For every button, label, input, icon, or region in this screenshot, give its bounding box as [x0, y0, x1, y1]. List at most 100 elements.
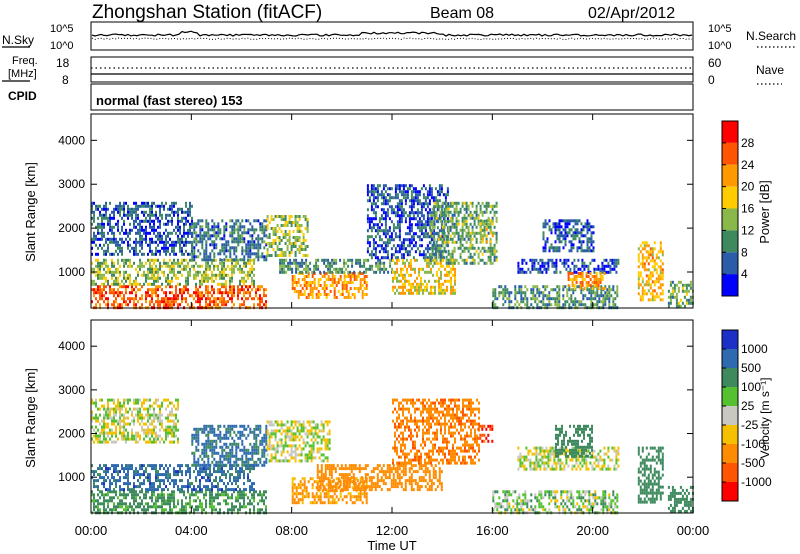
scatter-cell [304, 227, 307, 230]
scatter-cell [483, 210, 486, 214]
scatter-cell [430, 196, 433, 200]
scatter-cell [424, 229, 427, 233]
scatter-cell [428, 208, 431, 212]
scatter-cell [542, 246, 545, 250]
scatter-cell [558, 297, 561, 301]
scatter-cell [225, 258, 227, 262]
scatter-cell [147, 473, 149, 477]
scatter-cell [97, 276, 99, 280]
scatter-cell [113, 488, 115, 492]
scatter-cell [183, 291, 185, 295]
scatter-cell [141, 482, 143, 486]
scatter-cell [221, 294, 223, 298]
scatter-cell [173, 490, 175, 494]
scatter-cell [349, 287, 352, 290]
scatter-cell [137, 273, 139, 277]
scatter-cell [291, 287, 294, 290]
scatter-cell [558, 231, 561, 235]
scatter-cell [357, 272, 360, 275]
scatter-cell [454, 267, 456, 271]
scatter-cell [215, 231, 218, 235]
scatter-cell [651, 271, 654, 275]
scatter-cell [596, 294, 599, 298]
scatter-cell [97, 508, 99, 512]
scatter-cell [368, 226, 371, 230]
scatter-cell [380, 256, 383, 260]
scatter-cell [388, 229, 391, 233]
scatter-cell [408, 250, 411, 254]
scatter-cell [99, 270, 101, 274]
scatter-cell [590, 294, 593, 298]
y-tick-label: 3000 [58, 177, 85, 191]
scatter-cell [233, 488, 235, 492]
scatter-cell [327, 261, 330, 265]
scatter-cell [274, 230, 277, 233]
scatter-cell [541, 264, 544, 268]
scatter-cell [669, 280, 672, 284]
scatter-cell [221, 464, 223, 468]
scatter-cell [502, 288, 505, 292]
scatter-cell [433, 243, 436, 247]
scatter-cell [444, 214, 447, 218]
scatter-cell [361, 290, 364, 293]
scatter-cell [477, 252, 480, 256]
scatter-cell [514, 291, 517, 295]
scatter-cell [560, 219, 563, 223]
scatter-cell [471, 246, 474, 250]
scatter-cell [245, 279, 247, 283]
scatter-cell [263, 493, 265, 497]
scatter-cell [151, 482, 153, 486]
scatter-cell [498, 291, 501, 295]
scatter-cell [99, 204, 101, 208]
scatter-cell [225, 267, 227, 271]
scatter-cell [213, 267, 215, 271]
scatter-cell [167, 219, 169, 223]
scatter-cell [683, 283, 686, 287]
scatter-cell [135, 216, 137, 220]
scatter-cell [597, 281, 600, 284]
scatter-cell [489, 231, 492, 235]
scatter-cell [251, 276, 253, 280]
scatter-cell [570, 228, 573, 232]
scatter-cell [453, 210, 456, 214]
scatter-cell [189, 207, 191, 211]
scatter-cell [673, 283, 676, 287]
scatter-cell [231, 228, 234, 232]
scatter-cell [209, 479, 211, 483]
scatter-cell [207, 261, 209, 265]
scatter-cell [428, 261, 430, 265]
scatter-cell [582, 240, 585, 244]
scatter-cell [317, 264, 320, 268]
scatter-cell [366, 235, 369, 239]
scatter-cell [149, 210, 151, 214]
scatter-cell [221, 267, 223, 271]
scatter-cell [257, 246, 260, 250]
scatter-cell [227, 294, 229, 298]
scatter-cell [261, 240, 264, 244]
scatter-cell [223, 490, 225, 494]
scatter-cell [179, 264, 181, 268]
scatter-cell [253, 231, 256, 235]
scatter-cell [404, 250, 407, 254]
scatter-cell [375, 270, 378, 274]
scatter-cell [205, 288, 207, 292]
scatter-cell [536, 303, 539, 307]
scatter-cell [333, 290, 336, 293]
scatter-cell [253, 467, 255, 471]
scatter-cell [157, 273, 159, 277]
scatter-cell [217, 228, 220, 232]
scatter-cell [153, 225, 155, 229]
scatter-cell [103, 485, 105, 489]
scatter-cell [444, 291, 446, 295]
scatter-cell [402, 253, 405, 257]
scatter-cell [187, 276, 189, 280]
scatter-cell [408, 205, 411, 209]
scatter-cell [556, 297, 559, 301]
scatter-cell [95, 401, 97, 405]
scatter-cell [199, 240, 202, 244]
scatter-cell [215, 237, 218, 241]
y-tick-label: 4000 [58, 133, 85, 147]
scatter-cell [163, 270, 165, 274]
scatter-cell [554, 228, 557, 232]
scatter-cell [376, 226, 379, 230]
